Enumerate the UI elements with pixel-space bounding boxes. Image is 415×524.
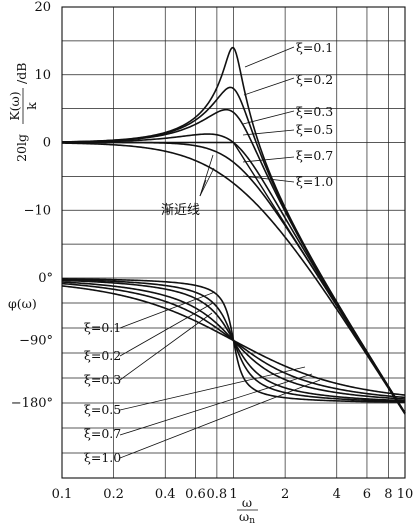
- magnitude-tick-label: 10: [34, 68, 51, 83]
- phase-label-5: ξ=1.0: [84, 450, 121, 465]
- asymptote-line: [62, 141, 406, 414]
- phase-label-4: ξ=0.7: [84, 426, 121, 441]
- mag-label-4: ξ=0.7: [296, 148, 333, 163]
- x-tick-label: 10: [397, 487, 414, 502]
- magnitude-tick-label: 0: [43, 136, 51, 151]
- magnitude-labels: ξ=0.1 ξ=0.2 ξ=0.3 ξ=0.5 ξ=0.7 ξ=1.0 渐近线: [161, 40, 333, 218]
- magnitude-curve: [61, 142, 406, 415]
- phase-labels: ξ=0.1 ξ=0.2 ξ=0.3 ξ=0.5 ξ=0.7 ξ=1.0: [84, 320, 121, 465]
- phase-tick-label: 0°: [38, 271, 53, 286]
- x-tick-label: 0.6: [185, 487, 206, 502]
- magnitude-axis-title: 20lg K(ω) k /dB: [7, 63, 39, 162]
- phase-tick-label: −180°: [11, 396, 53, 411]
- phase-label-2: ξ=0.3: [84, 372, 121, 387]
- x-tick-label: 0.4: [155, 487, 176, 502]
- mag-label-0: ξ=0.1: [296, 40, 333, 55]
- magnitude-tick-label: 20: [34, 0, 51, 15]
- annotations: [119, 46, 321, 459]
- phase-tick-label: −90°: [19, 334, 53, 349]
- phase-label-0: ξ=0.1: [84, 320, 121, 335]
- phase-label-1: ξ=0.2: [84, 348, 121, 363]
- phase-curve: [61, 285, 406, 396]
- mag-label-5: ξ=1.0: [296, 174, 333, 189]
- x-axis-numerator: ω: [242, 495, 252, 510]
- phase-axis-title: φ(ω): [8, 296, 37, 311]
- svg-text:k: k: [24, 102, 39, 110]
- x-tick-label: 8: [384, 487, 392, 502]
- mag-label-2: ξ=0.3: [296, 104, 333, 119]
- x-tick-label: 2: [281, 487, 289, 502]
- x-tick-label: 0.8: [207, 487, 228, 502]
- x-tick-label: 6: [363, 487, 371, 502]
- tick-labels: 0.1 0.2 0.4 0.6 0.8 1 2 4 6 8 10 20 10 0 −10 0° −90° −180…: [11, 0, 413, 502]
- curve-layer: [61, 46, 406, 415]
- x-tick-label: 4: [333, 487, 341, 502]
- asymptote-label: 渐近线: [161, 203, 200, 218]
- x-tick-label: 1: [229, 487, 237, 502]
- magnitude-tick-label: −10: [24, 203, 51, 218]
- svg-text:/dB: /dB: [14, 63, 29, 84]
- x-tick-label: 0.2: [103, 487, 124, 502]
- svg-text:K(ω): K(ω): [7, 91, 22, 120]
- plot-frame: [61, 6, 406, 479]
- phase-label-3: ξ=0.5: [84, 402, 121, 417]
- svg-text:20lg: 20lg: [14, 134, 29, 162]
- mag-label-1: ξ=0.2: [296, 72, 333, 87]
- mag-label-3: ξ=0.5: [296, 122, 333, 137]
- x-tick-label: 0.1: [52, 487, 73, 502]
